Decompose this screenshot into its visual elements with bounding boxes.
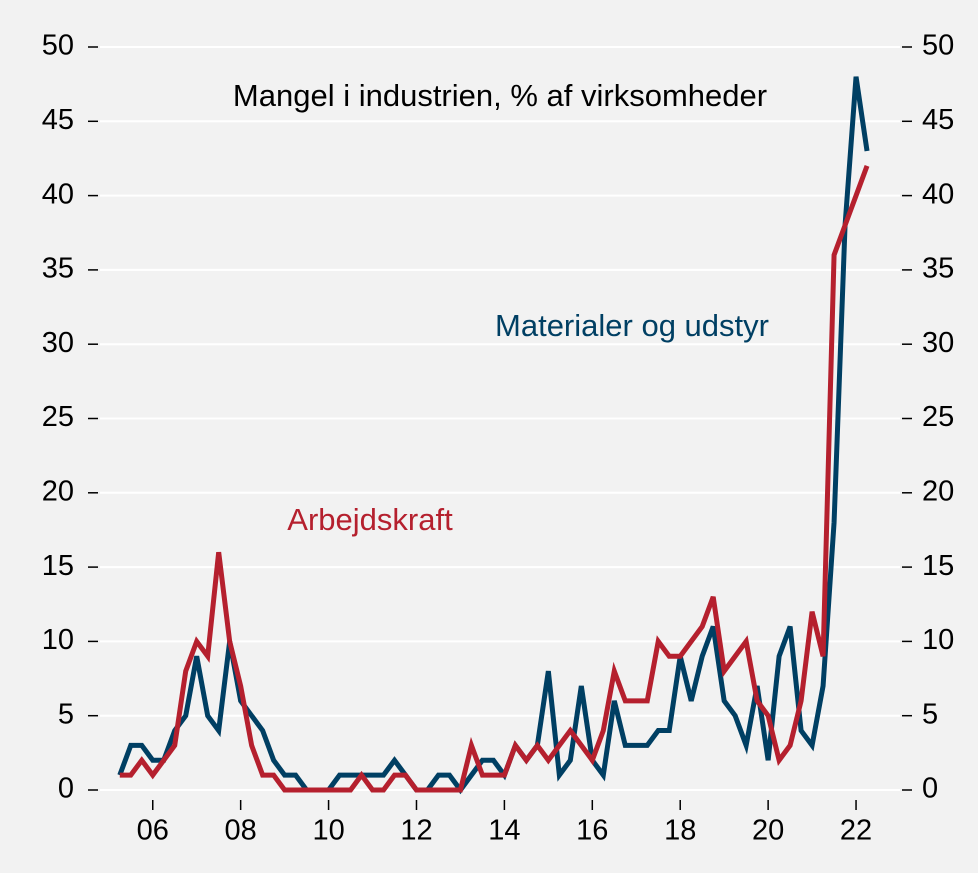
y2-tick-label: 30 [922, 327, 954, 359]
y-tick-label: 50 [42, 30, 74, 62]
y2-tick-label: 10 [922, 624, 954, 656]
y2-tick-label: 45 [922, 104, 954, 136]
y-tick-label: 5 [58, 698, 74, 730]
y-tick-label: 15 [42, 550, 74, 582]
y2-tick-label: 15 [922, 550, 954, 582]
y2-tick-label: 35 [922, 253, 954, 285]
y-tick-label: 45 [42, 104, 74, 136]
y-tick-label: 20 [42, 475, 74, 507]
y-tick-label: 0 [58, 773, 74, 805]
x-tick-label: 20 [752, 815, 784, 847]
line [119, 165, 870, 793]
x-tick-label: 10 [312, 815, 344, 847]
x-tick-label: 22 [840, 815, 872, 847]
series-label: Materialer og udstyr [495, 308, 769, 343]
series-label: Arbejdskraft [287, 502, 453, 537]
x-tick-label: 08 [225, 815, 257, 847]
y2-tick-label: 40 [922, 178, 954, 210]
y2-tick-label: 50 [922, 30, 954, 62]
y2-tick-label: 25 [922, 401, 954, 433]
y-tick-label: 35 [42, 253, 74, 285]
y-tick-label: 25 [42, 401, 74, 433]
y-tick-label: 40 [42, 178, 74, 210]
y-tick-label: 30 [42, 327, 74, 359]
y-tick-label: 10 [42, 624, 74, 656]
x-tick-label: 12 [400, 815, 432, 847]
chart-title: Mangel i industrien, % af virksomheder [233, 78, 767, 113]
y2-tick-label: 5 [922, 698, 938, 730]
x-tick-label: 16 [576, 815, 608, 847]
x-tick-label: 06 [137, 815, 169, 847]
x-tick-label: 14 [488, 815, 520, 847]
y2-tick-label: 20 [922, 475, 954, 507]
x-tick-label: 18 [664, 815, 696, 847]
y2-tick-label: 0 [922, 773, 938, 805]
